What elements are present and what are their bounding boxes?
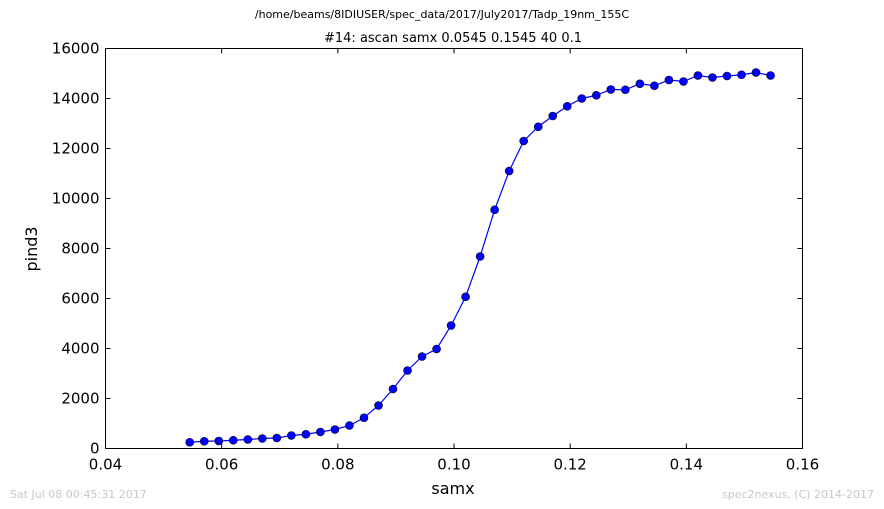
x-tick-label: 0.06	[205, 456, 238, 474]
x-axis-label: samx	[431, 479, 474, 498]
footer-timestamp: Sat Jul 08 00:45:31 2017	[10, 488, 147, 501]
data-point	[722, 71, 732, 81]
y-tick-label: 14000	[52, 90, 100, 108]
data-point	[228, 435, 238, 445]
y-tick-label: 0	[90, 440, 100, 458]
data-point	[243, 435, 253, 444]
data-point	[446, 321, 456, 330]
data-point	[562, 101, 572, 111]
data-point	[403, 366, 412, 375]
data-point	[272, 433, 282, 443]
data-point	[301, 429, 311, 439]
x-tick-label: 0.16	[786, 456, 819, 474]
data-point	[708, 73, 717, 82]
x-tick-label: 0.12	[553, 456, 586, 474]
y-tick-label: 6000	[61, 290, 99, 308]
plot-frame	[105, 48, 803, 449]
x-tick-label: 0.08	[321, 456, 354, 474]
figure-suptitle: /home/beams/8IDIUSER/spec_data/2017/July…	[254, 8, 630, 21]
data-point	[287, 431, 296, 440]
data-point	[345, 421, 354, 430]
data-point	[214, 436, 224, 446]
data-point	[751, 68, 761, 77]
y-tick-label: 16000	[52, 40, 100, 58]
data-point	[199, 436, 209, 446]
y-tick-label: 8000	[61, 240, 99, 258]
data-point	[693, 71, 703, 80]
data-point	[461, 292, 470, 302]
data-point	[519, 136, 529, 146]
y-tick-label: 12000	[52, 140, 100, 158]
y-tick-label: 10000	[52, 190, 100, 208]
data-point	[577, 94, 587, 103]
data-point	[650, 81, 659, 91]
data-point	[766, 71, 775, 80]
footer-credit: spec2nexus, (C) 2014-2017	[722, 488, 874, 501]
y-tick-label: 2000	[61, 390, 99, 408]
data-point	[258, 434, 267, 443]
data-point	[316, 427, 325, 437]
data-point	[548, 111, 558, 121]
data-point	[185, 437, 195, 447]
data-point	[679, 77, 688, 86]
data-point	[475, 252, 485, 261]
data-point	[388, 384, 398, 394]
data-point	[664, 75, 674, 85]
data-point	[533, 122, 543, 132]
data-point	[635, 79, 645, 89]
data-point	[359, 413, 369, 423]
data-point	[737, 70, 746, 80]
data-point	[417, 352, 427, 361]
y-axis-label: pind3	[22, 226, 41, 271]
y-tick-label: 4000	[61, 340, 99, 358]
x-tick-label: 0.10	[437, 456, 470, 474]
data-point	[504, 166, 514, 176]
data-point	[490, 205, 499, 215]
chart-title: #14: ascan samx 0.0545 0.1545 40 0.1	[324, 31, 582, 46]
data-point	[606, 85, 616, 94]
data-point	[330, 425, 340, 434]
data-point	[374, 401, 383, 410]
data-point	[592, 90, 601, 100]
data-point	[432, 344, 441, 354]
x-tick-label: 0.14	[670, 456, 703, 474]
data-point	[621, 85, 630, 95]
x-tick-label: 0.04	[89, 456, 122, 474]
